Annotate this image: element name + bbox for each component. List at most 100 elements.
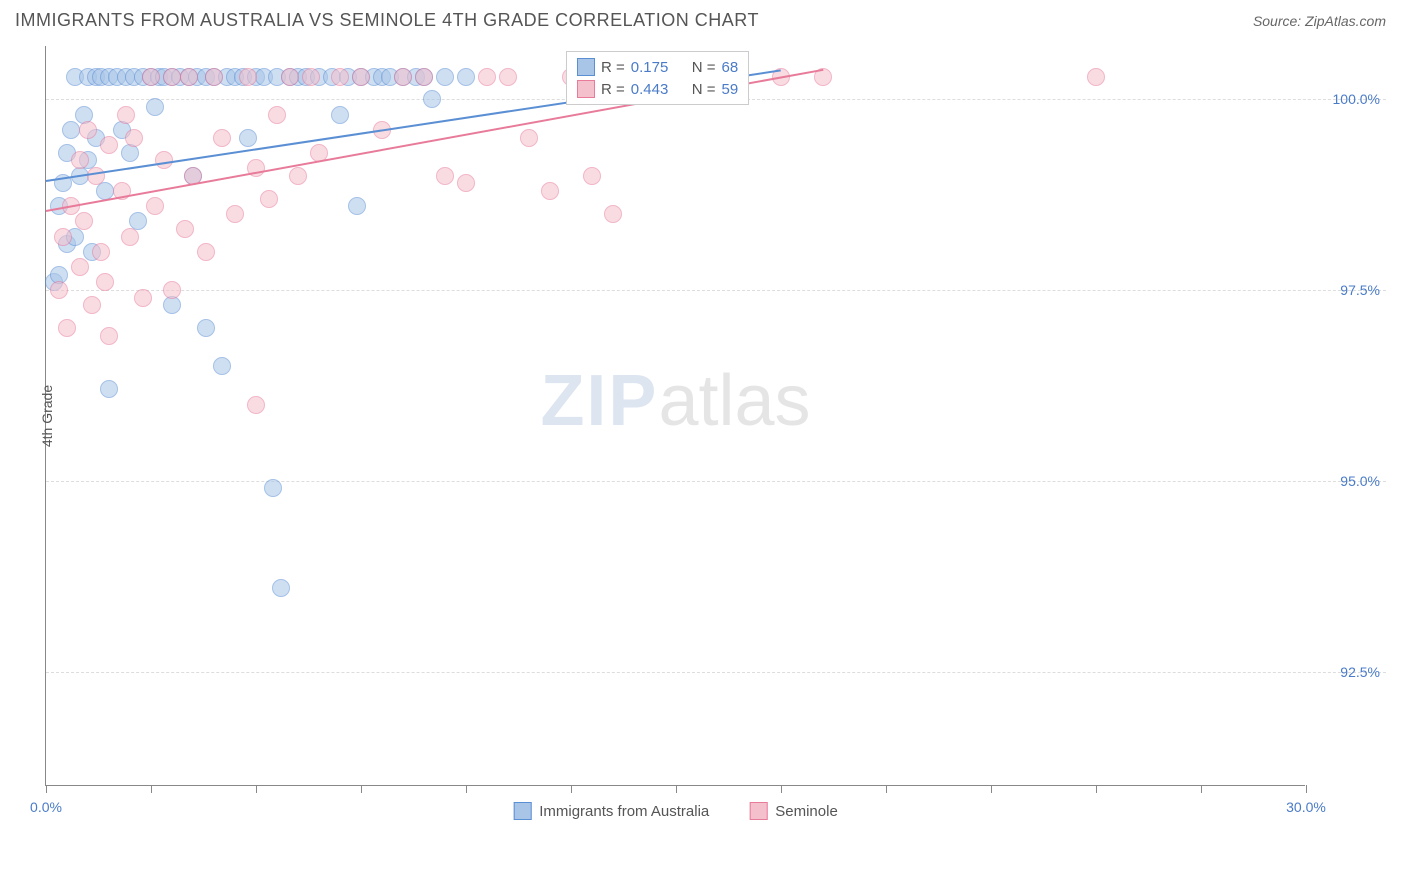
legend-r-label: R = (601, 81, 625, 98)
x-tick (571, 785, 572, 793)
chart-container: 4th Grade ZIPatlas 92.5%95.0%97.5%100.0%… (45, 46, 1385, 806)
legend-n-label: N = (692, 59, 716, 76)
scatter-point (79, 121, 97, 139)
chart-source: Source: ZipAtlas.com (1253, 13, 1386, 29)
legend-swatch (577, 80, 595, 98)
scatter-point (197, 319, 215, 337)
scatter-point (239, 129, 257, 147)
x-tick (781, 785, 782, 793)
scatter-point (272, 579, 290, 597)
legend-n-value: 59 (722, 81, 739, 98)
scatter-point (331, 68, 349, 86)
scatter-point (289, 167, 307, 185)
legend-series-name: Seminole (775, 803, 838, 820)
legend-r-label: R = (601, 59, 625, 76)
scatter-point (541, 182, 559, 200)
legend-bottom: Immigrants from Australia Seminole (513, 802, 838, 820)
scatter-point (71, 258, 89, 276)
x-tick (361, 785, 362, 793)
scatter-point (436, 68, 454, 86)
legend-swatch (577, 58, 595, 76)
scatter-point (226, 205, 244, 223)
plot-area: 4th Grade ZIPatlas 92.5%95.0%97.5%100.0%… (45, 46, 1305, 786)
legend-correlation-row: R = 0.175N = 68 (577, 56, 738, 78)
scatter-point (83, 296, 101, 314)
legend-r-value: 0.443 (631, 81, 686, 98)
x-tick (1306, 785, 1307, 793)
legend-swatch (513, 802, 531, 820)
watermark-zip: ZIP (540, 361, 658, 441)
scatter-point (423, 90, 441, 108)
y-axis-label: 4th Grade (39, 384, 55, 446)
scatter-point (604, 205, 622, 223)
gridline-horizontal (46, 481, 1386, 482)
scatter-point (163, 68, 181, 86)
scatter-point (50, 281, 68, 299)
scatter-point (1087, 68, 1105, 86)
scatter-point (142, 68, 160, 86)
x-tick (256, 785, 257, 793)
scatter-point (100, 327, 118, 345)
scatter-point (121, 228, 139, 246)
y-tick-label: 100.0% (1333, 91, 1380, 107)
scatter-point (302, 68, 320, 86)
legend-correlation-box: R = 0.175N = 68R = 0.443N = 59 (566, 51, 749, 105)
scatter-point (415, 68, 433, 86)
y-tick-label: 95.0% (1340, 473, 1380, 489)
x-tick-label: 30.0% (1286, 799, 1326, 815)
legend-bottom-item: Seminole (749, 802, 838, 820)
legend-series-name: Immigrants from Australia (539, 803, 709, 820)
legend-bottom-item: Immigrants from Australia (513, 802, 709, 820)
scatter-point (457, 174, 475, 192)
x-tick-label: 0.0% (30, 799, 62, 815)
chart-title: IMMIGRANTS FROM AUSTRALIA VS SEMINOLE 4T… (15, 10, 759, 31)
scatter-point (146, 98, 164, 116)
scatter-point (239, 68, 257, 86)
scatter-point (54, 228, 72, 246)
scatter-point (394, 68, 412, 86)
scatter-point (100, 136, 118, 154)
scatter-point (268, 106, 286, 124)
scatter-point (75, 212, 93, 230)
x-tick (1201, 785, 1202, 793)
scatter-point (62, 121, 80, 139)
scatter-point (163, 281, 181, 299)
scatter-point (71, 151, 89, 169)
scatter-point (205, 68, 223, 86)
scatter-point (92, 243, 110, 261)
legend-swatch (749, 802, 767, 820)
watermark-atlas: atlas (658, 361, 810, 441)
scatter-point (197, 243, 215, 261)
scatter-point (96, 273, 114, 291)
scatter-point (520, 129, 538, 147)
scatter-point (58, 319, 76, 337)
x-tick (466, 785, 467, 793)
scatter-point (260, 190, 278, 208)
gridline-horizontal (46, 290, 1386, 291)
legend-correlation-row: R = 0.443 N = 59 (577, 78, 738, 100)
scatter-point (180, 68, 198, 86)
scatter-point (213, 357, 231, 375)
scatter-point (146, 197, 164, 215)
scatter-point (436, 167, 454, 185)
scatter-point (134, 289, 152, 307)
scatter-point (121, 144, 139, 162)
scatter-point (331, 106, 349, 124)
y-tick-label: 92.5% (1340, 664, 1380, 680)
scatter-point (499, 68, 517, 86)
legend-n-label: N = (692, 81, 716, 98)
scatter-point (457, 68, 475, 86)
y-tick-label: 97.5% (1340, 282, 1380, 298)
scatter-point (247, 396, 265, 414)
x-tick (151, 785, 152, 793)
scatter-point (176, 220, 194, 238)
scatter-point (264, 479, 282, 497)
x-tick (991, 785, 992, 793)
gridline-horizontal (46, 672, 1386, 673)
legend-r-value: 0.175 (631, 59, 686, 76)
scatter-point (100, 380, 118, 398)
x-tick (886, 785, 887, 793)
scatter-point (87, 167, 105, 185)
scatter-point (352, 68, 370, 86)
scatter-point (281, 68, 299, 86)
